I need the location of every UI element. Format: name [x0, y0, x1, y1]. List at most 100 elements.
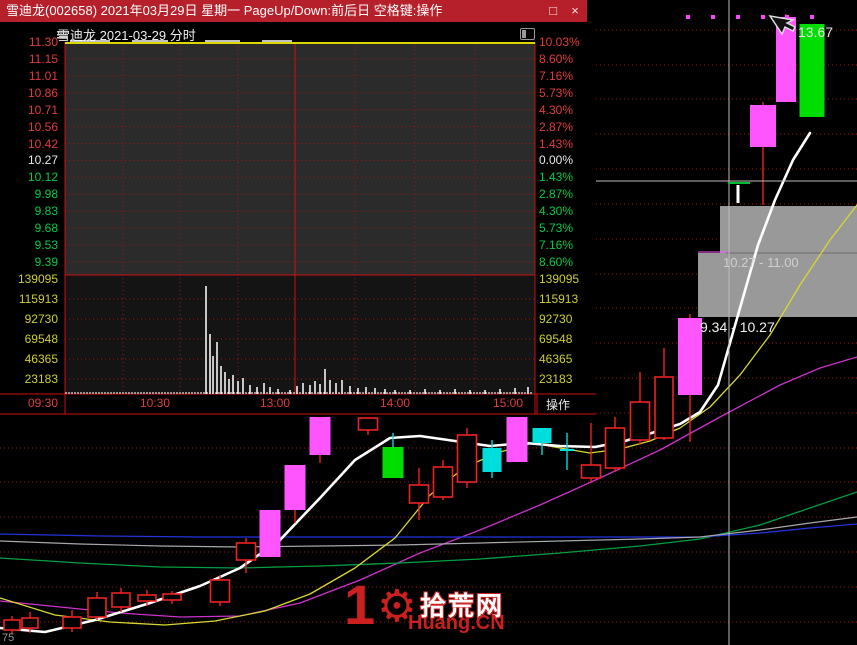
corner-clipped-label: 75	[2, 632, 15, 644]
candle-body-limit-up	[259, 510, 281, 557]
percent-axis-label: 2.87%	[539, 187, 574, 202]
price-axis-label: 9.53	[34, 238, 58, 253]
candle-body-up	[432, 466, 454, 498]
percent-axis-label: 5.73%	[539, 221, 574, 236]
candle-body-down	[382, 447, 404, 478]
watermark: 1 ⚙ 拾荒网 Huang.CN	[344, 576, 544, 642]
candle	[162, 591, 182, 604]
percent-axis-label: 1.43%	[539, 136, 574, 151]
volume-pane	[65, 275, 535, 394]
volume-axis-label-right: 139095	[539, 272, 580, 286]
candle-body-up	[408, 484, 430, 504]
candle	[209, 575, 231, 606]
percent-axis-label: 8.60%	[539, 254, 574, 269]
percent-axis-label: 10.03%	[539, 35, 580, 49]
candle-body-up	[456, 434, 478, 483]
signal-dot	[761, 15, 765, 19]
price-axis-label: 9.39	[34, 254, 58, 269]
price-axis-label: 9.68	[34, 221, 58, 236]
candle	[235, 538, 257, 573]
price-axis-label: 9.98	[34, 187, 58, 202]
candle-body-up	[21, 617, 39, 629]
watermark-site-url: Huang.CN	[408, 612, 505, 634]
percent-axis-label: 7.16%	[539, 68, 574, 83]
candle	[654, 348, 674, 440]
time-axis-label: 09:30	[28, 396, 59, 410]
watermark-number: 1	[344, 573, 375, 636]
ma-line-blue	[0, 523, 857, 538]
signal-dot	[810, 15, 814, 19]
ma-line-magenta	[0, 356, 857, 618]
signal-dot	[736, 15, 740, 19]
close-button[interactable]: ×	[571, 3, 579, 18]
menu-icon[interactable]	[57, 31, 68, 39]
price-axis-label: 11.15	[28, 51, 58, 66]
candle-body-up	[137, 594, 157, 602]
mouse-cursor-icon	[768, 14, 797, 36]
panel-toggle-icon[interactable]	[520, 28, 535, 40]
percent-axis-label: 4.30%	[539, 102, 574, 117]
candle-body-limit-up	[506, 415, 528, 462]
candle-body-limit-up	[750, 105, 776, 147]
candle-body-up	[87, 597, 107, 618]
signal-dot	[711, 15, 715, 19]
gap-zone-box-1	[720, 206, 857, 253]
candle	[382, 433, 404, 478]
candle-body-up	[209, 579, 231, 603]
candle	[799, 24, 825, 117]
volume-axis-label: 92730	[24, 312, 58, 326]
price-axis-label: 11.30	[28, 35, 58, 49]
volume-axis-label-right: 46365	[539, 352, 573, 366]
gap-zone-box-2	[698, 253, 857, 317]
volume-axis-label-right: 115913	[539, 292, 579, 306]
gap-zone-upper-label: 10.27 - 11.00	[723, 255, 799, 270]
panel-toggle-fill	[522, 30, 526, 38]
price-axis-label: 10.86	[27, 85, 58, 100]
app-title: 雪迪龙(002658) 2021年03月29日 星期一 PageUp/Down:…	[6, 3, 443, 18]
candle	[3, 616, 21, 634]
percent-axis-label: 5.73%	[539, 85, 574, 100]
percent-axis-label: 8.60%	[539, 51, 574, 66]
candle-body-up	[62, 616, 82, 629]
time-axis-label: 10:30	[140, 396, 171, 410]
candle	[62, 610, 82, 632]
action-button[interactable]: 操作	[546, 398, 571, 412]
percent-axis-label: 0.00%	[539, 153, 574, 168]
high-price-label: 13.67	[798, 24, 834, 40]
price-axis-label: 11.01	[28, 68, 58, 83]
ma-line-green	[0, 491, 857, 569]
candle	[678, 314, 702, 442]
percent-axis-label: 7.16%	[539, 238, 574, 253]
candle-body-limit-up	[309, 415, 331, 455]
candle-body-down	[799, 24, 825, 117]
volume-axis-label: 69548	[24, 332, 58, 346]
volume-axis-label: 23183	[24, 372, 58, 386]
candle	[506, 408, 528, 462]
candle	[284, 465, 306, 523]
candle-body-limit-up	[678, 318, 702, 395]
candle	[432, 460, 454, 500]
candle	[750, 102, 776, 205]
candle	[21, 612, 39, 633]
intraday-popup-window[interactable]: 雪迪龙 2021-03-29 分时 11.30 10.03% 11.15 8.60% 1…	[0, 22, 596, 417]
candle-body-marked	[482, 448, 502, 472]
price-axis-label: 10.12	[27, 170, 58, 185]
time-axis-label: 15:00	[493, 396, 524, 410]
price-axis-label: 10.42	[27, 136, 58, 151]
maximize-button[interactable]: □	[549, 3, 557, 18]
price-axis-label: 9.83	[34, 204, 58, 219]
time-axis-label: 14:00	[380, 396, 411, 410]
candle	[560, 433, 574, 470]
candle-body-up	[629, 401, 651, 441]
volume-axis-label-right: 92730	[539, 312, 573, 326]
signal-dot	[785, 15, 789, 19]
candle	[629, 372, 651, 445]
volume-axis-label-right: 69548	[539, 332, 573, 346]
app-title-bar[interactable]: 雪迪龙(002658) 2021年03月29日 星期一 PageUp/Down:…	[0, 0, 587, 22]
watermark-site-name: 拾荒网	[420, 591, 505, 621]
candle	[309, 411, 331, 463]
candle	[408, 468, 430, 520]
gap-zone-lower-label: 9.34 - 10.27	[700, 319, 775, 335]
